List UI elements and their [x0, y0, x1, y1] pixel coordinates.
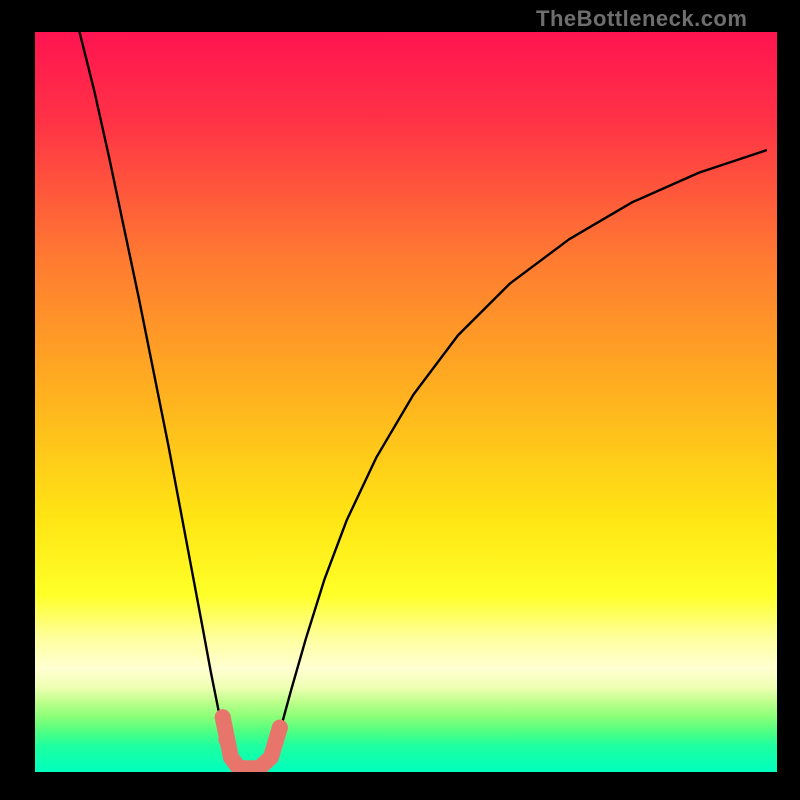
highlight-marker	[263, 749, 279, 765]
plot-area	[35, 32, 777, 772]
highlight-marker	[223, 749, 239, 765]
plot-svg	[35, 32, 777, 772]
highlight-marker	[215, 709, 231, 725]
gradient-background	[35, 32, 777, 772]
highlight-marker	[267, 734, 283, 750]
watermark-text: TheBottleneck.com	[536, 6, 747, 32]
chart-frame: TheBottleneck.com	[0, 0, 800, 800]
highlight-marker	[218, 731, 234, 747]
highlight-marker	[272, 720, 288, 736]
